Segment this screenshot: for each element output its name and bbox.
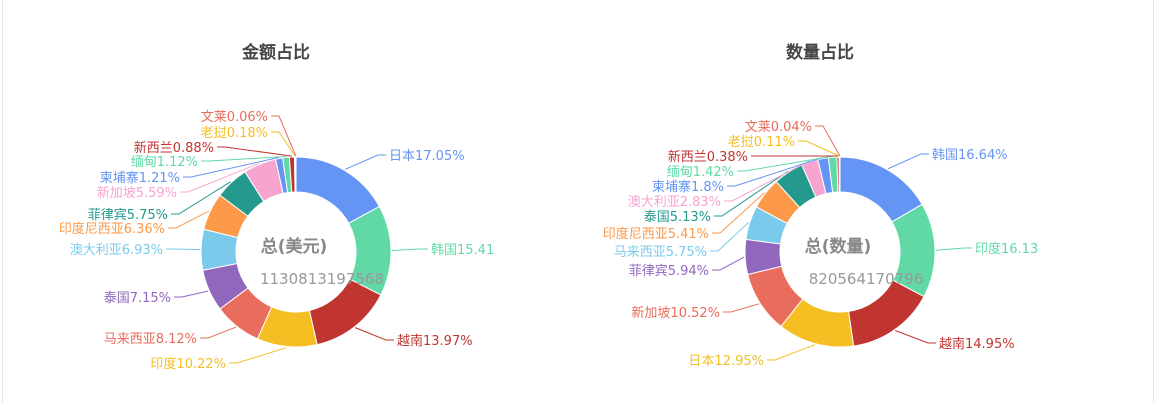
slice-label: 泰国5.13% [644,210,711,225]
slice-label: 泰国7.15% [104,291,171,306]
leader-line [229,347,287,364]
slice-label: 越南14.95% [939,336,1015,352]
leader-line [166,248,201,251]
leader-line [200,326,237,339]
slice-label: 马来西亚5.75% [614,245,707,260]
slice-label: 韩国16.64% [932,148,1008,163]
chart-title: 金额占比 [241,42,310,63]
leader-line [354,327,394,341]
slice-label: 新西兰0.88% [134,140,214,156]
leader-line [887,153,929,170]
leader-line [723,303,760,313]
leader-line [271,131,296,157]
chart-title: 数量占比 [786,42,854,63]
leader-line [217,146,292,157]
slice-label: 印度10.22% [150,356,226,372]
center-label: 总(数量) [805,236,872,257]
center-value: 1130813197568 [260,270,384,288]
slice-label: 文莱0.06% [201,110,268,125]
slice-label: 新加坡5.59% [97,185,177,201]
leader-line [183,157,280,178]
slice-label: 菲律宾5.75% [88,207,168,223]
slice-label: 菲律宾5.94% [629,263,709,279]
slice-label: 印度16.13 [975,241,1038,257]
slice-label: 印度尼西亚6.36% [59,221,165,237]
leader-line [737,155,833,172]
leader-line [710,221,750,252]
slice-label: 马来西亚8.12% [104,332,197,347]
center-value: 820564170796 [809,270,924,288]
leader-line [798,140,840,157]
slice-label: 印度尼西亚5.41% [603,226,709,242]
leader-line [895,330,936,344]
slice-label: 柬埔寨1.8% [652,179,724,195]
leader-line [391,248,428,252]
slice-label: 缅甸1.42% [667,165,734,180]
slice-quantity-2[interactable] [847,279,925,347]
leader-line [724,160,810,202]
slice-label: 柬埔寨1.21% [100,170,180,186]
leader-line [174,290,209,298]
leader-line [171,181,231,215]
slice-label: 澳大利亚6.93% [70,242,163,258]
leader-line [180,162,260,193]
slice-label: 澳大利亚2.83% [628,194,721,210]
leader-line [714,171,789,217]
slice-label: 文莱0.04% [745,120,812,135]
leader-line [935,247,972,251]
slice-label: 老挝0.18% [201,126,268,141]
slice-label: 新加坡10.52% [631,305,720,321]
slice-label: 缅甸1.12% [131,155,198,170]
leader-line [201,156,286,162]
leader-line [712,256,745,271]
slice-label: 老挝0.11% [728,135,795,150]
leader-line [344,154,386,170]
slice-label: 日本12.95% [688,354,764,369]
leader-line [815,125,841,157]
slice-label: 新西兰0.38% [668,149,748,165]
slice-amount-2[interactable] [308,278,382,346]
slice-label: 日本17.05% [389,149,465,164]
slice-label: 韩国15.41 [431,243,494,258]
slice-label: 越南13.97% [397,333,473,349]
leader-line [767,344,816,361]
leader-line [271,115,297,157]
leader-line [168,210,210,229]
leader-line [727,157,824,187]
leader-line [712,192,765,234]
center-label: 总(美元) [261,236,328,257]
